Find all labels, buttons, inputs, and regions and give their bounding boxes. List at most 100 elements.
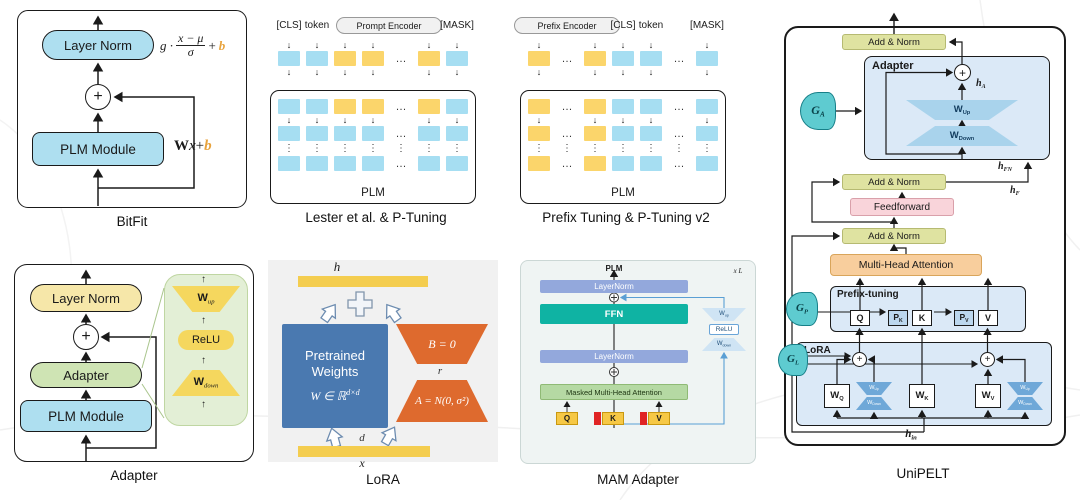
prefix-encoder: Prefix Encoder — [514, 17, 620, 34]
w-up-label: WUp — [1020, 385, 1030, 392]
down-arrow-icon: ↓ — [286, 40, 292, 50]
frozen-token-cell — [640, 156, 662, 171]
h-in-label: hin — [905, 428, 917, 442]
parallel-adapter-w-down: Wdown — [702, 338, 746, 351]
ellipsis: … — [561, 52, 573, 65]
lester-input-grid: ↓ ↓ ↓ ↓ ↓ ↓ … ↓ ↓ ↓ ↓ ↓ ↓ — [270, 39, 476, 78]
frozen-token-cell — [306, 99, 328, 114]
down-arrow-icon: ↓ — [314, 67, 320, 77]
times-l-label: x L — [733, 267, 743, 275]
prompt-encoder-label: Prompt Encoder — [356, 20, 422, 31]
vertical-ellipsis: ⋮ — [562, 143, 572, 154]
masked-mha-label: Masked Multi-Head Attention — [566, 387, 662, 397]
add-norm-bottom: Add & Norm — [842, 228, 946, 244]
ellipsis — [668, 67, 690, 77]
prefix-key-vector — [594, 412, 601, 425]
frozen-token-cell — [418, 126, 440, 141]
plus-sign: + — [958, 65, 966, 80]
frozen-token-cell — [640, 126, 662, 141]
prefix-plm-box: …… ↓ ↓ ↓ ↓ ↓…… ⋮ ⋮ ⋮ ⋮ ⋮ ⋮ ⋮…… PLM — [520, 90, 726, 204]
relu-label: ReLU — [715, 326, 733, 333]
prompt-token-cell — [418, 51, 440, 66]
ellipsis — [668, 115, 690, 125]
bitfit-norm-formula: g · x − μ σ + b — [160, 31, 225, 59]
bitfit-layer-norm-label: Layer Norm — [64, 37, 132, 53]
h-fn-label: hFN — [998, 161, 1012, 174]
down-arrow-icon: ↓ — [426, 115, 432, 125]
frozen-token-cell — [418, 156, 440, 171]
prompt-token-cell — [584, 99, 606, 114]
panel-lester-ptuning: [CLS] token Prompt Encoder [MASK] ↓ ↓ ↓ ↓ ↓ ↓… — [256, 8, 496, 230]
caption-prefix: Prefix Tuning & P-Tuning v2 — [542, 210, 710, 225]
frozen-token-cell — [446, 51, 468, 66]
frozen-token-cell — [278, 126, 300, 141]
down-arrow-icon: ↓ — [536, 40, 542, 50]
vertical-ellipsis: ⋮ — [452, 143, 462, 154]
plus-sign: + — [93, 88, 103, 105]
vertical-ellipsis: ⋮ — [618, 143, 628, 154]
w-down-label: WDown — [1018, 400, 1032, 407]
caption-bitfit: BitFit — [116, 214, 148, 229]
plm-label: PLM — [611, 187, 635, 199]
ffn-label: FFN — [604, 308, 624, 320]
plm-label: PLM — [605, 264, 623, 273]
parallel-adapter-relu: ReLU — [709, 324, 739, 335]
token-row: ↓ ↓ ↓ ↓ ↓ — [520, 40, 726, 50]
down-arrow-icon: ↓ — [286, 115, 292, 125]
add-norm-label: Add & Norm — [868, 176, 920, 188]
q-label: Q — [856, 313, 864, 323]
pretrained-weights-box: Pretrained Weights W ∈ ℝd×d — [282, 324, 388, 428]
plus-sign: + — [81, 328, 91, 345]
prompt-token-cell — [362, 51, 384, 66]
down-arrow-icon: ↓ — [620, 67, 626, 77]
vertical-ellipsis: ⋮ — [424, 143, 434, 154]
w-up-label: WUp — [869, 385, 879, 392]
frozen-token-cell — [696, 51, 718, 66]
down-arrow-icon: ↓ — [342, 67, 348, 77]
v-label: V — [656, 414, 662, 423]
panel-prefix-ptuningv2: Prefix Encoder [CLS] token [MASK] ↓ ↓ ↓ ↓ ↓…… — [506, 8, 746, 230]
frozen-token-cell — [612, 156, 634, 171]
down-arrow-icon: ↓ — [648, 40, 654, 50]
prefix-value-box: PV — [954, 310, 974, 326]
token-row: …… — [520, 51, 726, 66]
up-arrow-icon: ↑ — [201, 355, 206, 366]
w-down-label: WDown — [867, 400, 881, 407]
gate-lora: GL — [778, 344, 808, 376]
layernorm-label: LayerNorm — [594, 282, 634, 291]
token-row: … — [271, 156, 475, 171]
a-matrix-label: A = N(0, σ²) — [415, 395, 469, 407]
down-arrow-icon: ↓ — [370, 115, 376, 125]
w-k-label: WK — [915, 390, 929, 402]
w-q-matrix: WQ — [824, 384, 850, 408]
up-arrow-icon: ↑ — [201, 399, 206, 410]
down-arrow-icon: ↓ — [342, 115, 348, 125]
ellipsis: … — [395, 52, 407, 65]
w-k-matrix: WK — [909, 384, 935, 408]
adapter-block-label: Adapter — [63, 367, 109, 383]
vertical-ellipsis: ⋮ — [702, 143, 712, 154]
ellipsis: … — [561, 157, 573, 170]
down-arrow-icon: ↓ — [314, 40, 320, 50]
add-norm-middle: Add & Norm — [842, 174, 946, 190]
token-label: token — [304, 20, 330, 31]
panel-bitfit: Layer Norm + PLM Module g · x − μ σ + b … — [8, 8, 256, 236]
output-vector-bar — [298, 276, 428, 287]
plm-module-label: PLM Module — [48, 408, 124, 424]
up-arrow-icon: ↑ — [201, 274, 206, 285]
formula-fraction: x − μ σ — [176, 31, 206, 59]
w-down-label: WDown — [949, 130, 975, 142]
prefix-box-title: Prefix-tuning — [837, 289, 899, 300]
lester-plm-box: … ↓ ↓ ↓ ↓ ↓ ↓ … ⋮ ⋮ ⋮ ⋮ ⋮ ⋮ ⋮ … PLM — [270, 90, 476, 204]
vertical-ellipsis: ⋮ — [534, 143, 544, 154]
down-arrow-icon: ↓ — [648, 115, 654, 125]
frozen-token-cell — [306, 126, 328, 141]
frozen-token-cell — [278, 51, 300, 66]
adapter-layer-norm: Layer Norm — [30, 284, 142, 312]
prompt-token-cell — [334, 99, 356, 114]
token-row: …… — [521, 156, 725, 171]
ellipsis: … — [673, 127, 685, 140]
panel-adapter: Layer Norm + Adapter PLM Module Wup ↑ Re… — [8, 258, 260, 495]
ellipsis: … — [673, 52, 685, 65]
prompt-token-cell — [334, 51, 356, 66]
